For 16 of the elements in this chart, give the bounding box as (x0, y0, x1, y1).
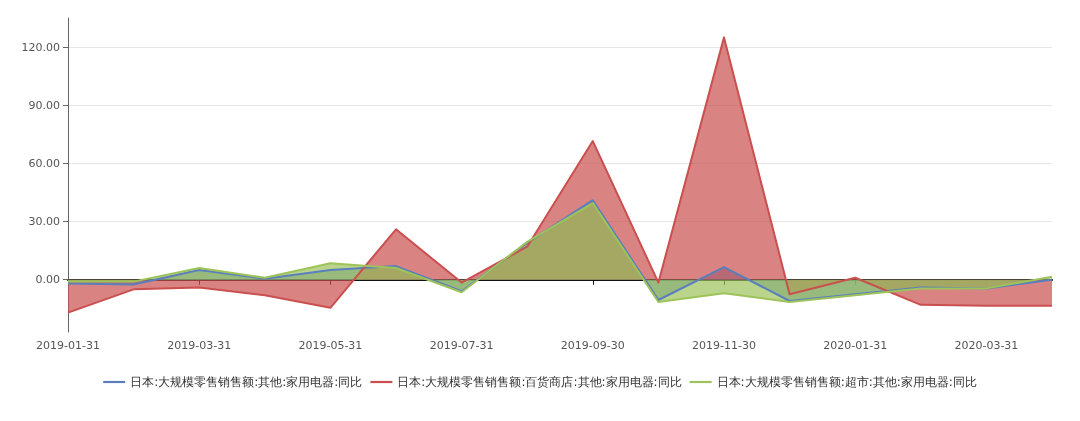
x-tick-label: 2019-03-31 (167, 339, 232, 352)
legend-label: 日本:大规模零售销售额:百货商店:其他:家用电器:同比 (397, 375, 682, 389)
y-tick-label: 0.00 (35, 273, 60, 287)
y-tick-label: 90.00 (28, 98, 60, 112)
x-tick-label: 2019-07-31 (429, 339, 494, 352)
x-tick-label: 2019-05-31 (298, 339, 363, 352)
x-tick-label: 2019-01-31 (36, 339, 100, 352)
x-tick-label: 2020-01-31 (823, 339, 888, 352)
x-tick-label: 2020-03-31 (954, 339, 1019, 352)
y-tick-label: 30.00 (28, 215, 60, 229)
legend-label: 日本:大规模零售销售额:超市:其他:家用电器:同比 (716, 375, 977, 389)
x-tick-label: 2019-11-30 (692, 339, 756, 352)
y-tick-label: 120.00 (21, 40, 60, 54)
x-tick-label: 2019-09-30 (560, 339, 625, 352)
y-tick-label: 60.00 (28, 156, 60, 170)
legend-label: 日本:大规模零售销售额:其他:家用电器:同比 (130, 375, 363, 389)
